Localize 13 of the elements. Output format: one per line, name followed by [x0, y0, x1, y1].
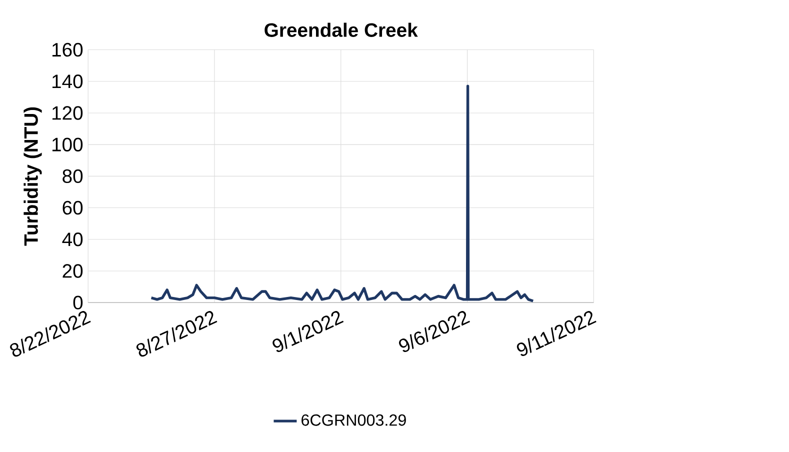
y-tick-label: 100 [52, 138, 83, 152]
line-series [150, 84, 534, 302]
y-tick-label: 60 [62, 200, 83, 215]
legend-label: 6CGRN003.29 [302, 414, 406, 426]
y-tick-label: 0 [73, 296, 83, 310]
y-tick-label: 40 [62, 232, 83, 246]
chart-title: Greendale Creek [264, 22, 418, 37]
y-tick-label: 80 [62, 169, 83, 184]
y-tick-label: 140 [52, 74, 83, 88]
y-tick-label: 160 [52, 42, 83, 57]
y-tick-label: 120 [52, 106, 83, 120]
y-tick-label: 20 [62, 264, 83, 278]
y-axis-title: Turbidity (NTU) [24, 107, 42, 246]
